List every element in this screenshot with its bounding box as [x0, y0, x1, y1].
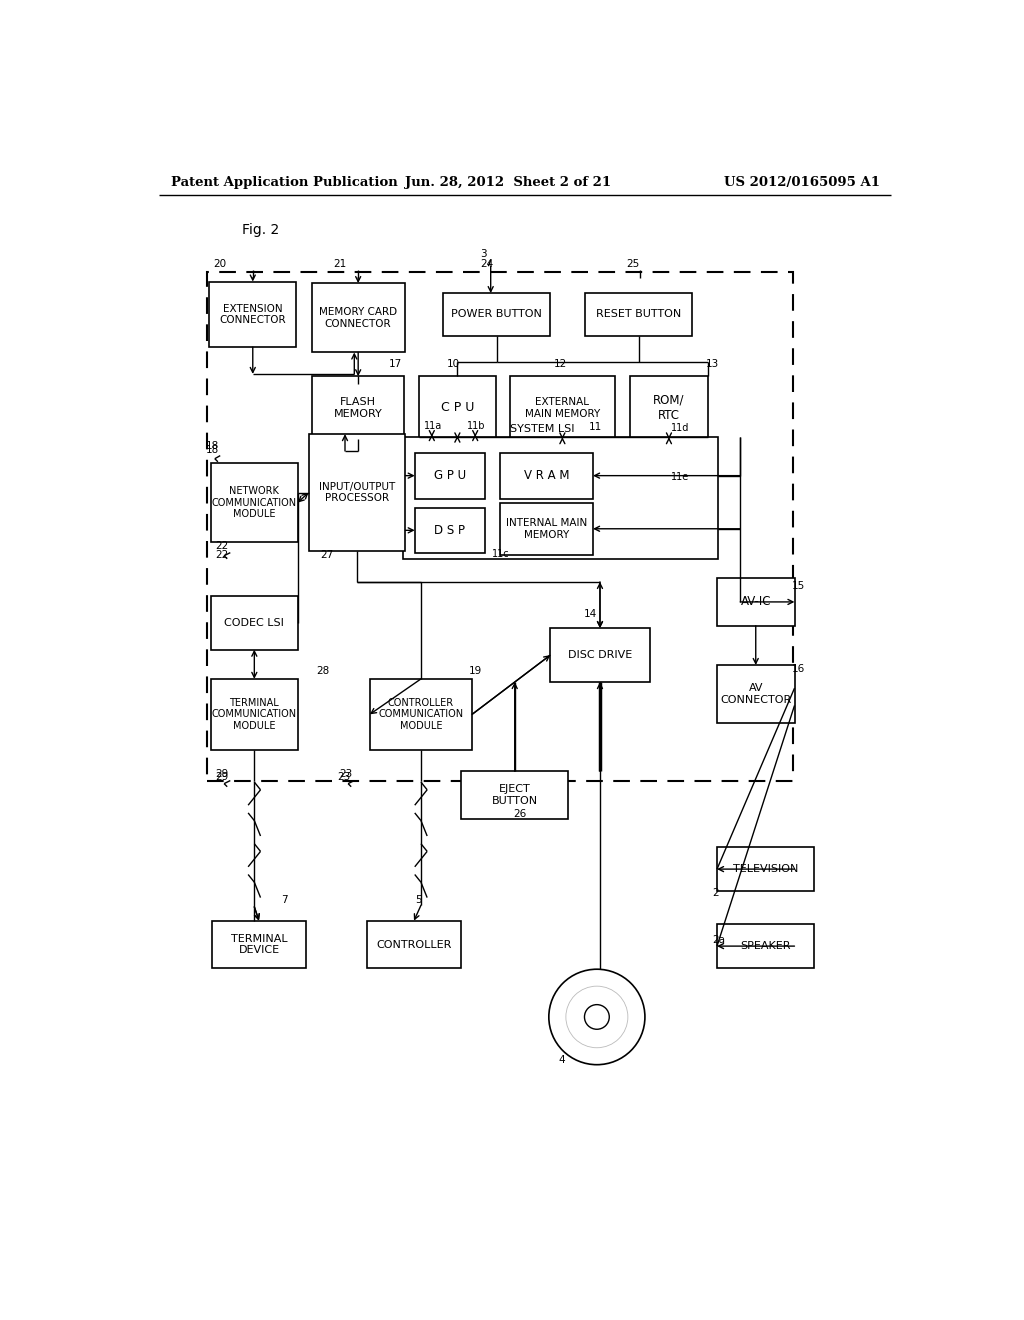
Text: 23: 23 [337, 772, 350, 781]
Text: 14: 14 [584, 609, 597, 619]
Text: FLASH
MEMORY: FLASH MEMORY [334, 397, 383, 418]
Text: 29: 29 [216, 770, 228, 779]
Text: 2: 2 [713, 887, 719, 898]
Text: V R A M: V R A M [523, 469, 569, 482]
Text: ROM/
RTC: ROM/ RTC [653, 393, 685, 422]
Text: Jun. 28, 2012  Sheet 2 of 21: Jun. 28, 2012 Sheet 2 of 21 [404, 176, 610, 189]
Text: 2a: 2a [713, 936, 725, 945]
Bar [211, 463, 298, 543]
Text: 28: 28 [316, 665, 330, 676]
Text: 18: 18 [206, 441, 219, 451]
Text: SYSTEM LSI: SYSTEM LSI [510, 424, 574, 434]
Text: NETWORK
COMMUNICATION
MODULE: NETWORK COMMUNICATION MODULE [212, 486, 297, 519]
Bar [311, 284, 404, 352]
Bar [403, 437, 718, 558]
Text: INPUT/OUTPUT
PROCESSOR: INPUT/OUTPUT PROCESSOR [318, 482, 395, 503]
Text: CONTROLLER
COMMUNICATION
MODULE: CONTROLLER COMMUNICATION MODULE [379, 698, 464, 731]
Text: 23: 23 [339, 770, 352, 779]
Text: G P U: G P U [433, 469, 466, 482]
Bar [308, 434, 406, 552]
Text: 11b: 11b [467, 421, 485, 430]
Text: TERMINAL
DEVICE: TERMINAL DEVICE [230, 933, 288, 956]
Bar [717, 665, 795, 723]
Text: CODEC LSI: CODEC LSI [224, 618, 285, 628]
Text: 11d: 11d [671, 424, 689, 433]
Text: 4: 4 [558, 1056, 565, 1065]
Text: 26: 26 [513, 809, 526, 818]
Text: 13: 13 [706, 359, 719, 368]
Text: 18: 18 [206, 445, 219, 455]
Text: INTERNAL MAIN
MEMORY: INTERNAL MAIN MEMORY [506, 517, 587, 540]
Bar [500, 503, 593, 554]
Text: 15: 15 [792, 581, 805, 591]
Text: 17: 17 [389, 359, 402, 368]
Text: D S P: D S P [434, 524, 465, 537]
Text: 10: 10 [447, 359, 461, 368]
Text: EXTERNAL
MAIN MEMORY: EXTERNAL MAIN MEMORY [524, 397, 600, 418]
Text: 27: 27 [321, 550, 334, 561]
Bar [207, 272, 793, 780]
Text: 20: 20 [213, 259, 226, 269]
Bar [461, 771, 568, 818]
Text: RESET BUTTON: RESET BUTTON [596, 309, 681, 319]
Bar [500, 453, 593, 499]
Text: 7: 7 [282, 895, 288, 906]
Text: 11: 11 [589, 422, 602, 432]
Text: 19: 19 [469, 665, 482, 676]
Text: MEMORY CARD
CONNECTOR: MEMORY CARD CONNECTOR [319, 308, 397, 329]
Bar [586, 293, 692, 335]
Bar [211, 595, 298, 649]
Text: 16: 16 [792, 664, 805, 675]
Text: TERMINAL
COMMUNICATION
MODULE: TERMINAL COMMUNICATION MODULE [212, 698, 297, 731]
Text: CONTROLLER: CONTROLLER [376, 940, 452, 949]
Text: DISC DRIVE: DISC DRIVE [568, 649, 632, 660]
Text: 11c: 11c [493, 549, 510, 558]
Bar [209, 281, 296, 347]
Bar [211, 678, 298, 750]
Text: 3: 3 [480, 248, 487, 259]
Text: 22: 22 [215, 541, 228, 552]
Text: AV-IC: AV-IC [740, 595, 771, 609]
Bar [510, 376, 614, 440]
Bar [370, 678, 472, 750]
Bar [717, 847, 814, 891]
Bar [415, 508, 484, 553]
Bar [443, 293, 550, 335]
Text: TELEVISION: TELEVISION [733, 865, 798, 874]
Text: 11a: 11a [424, 421, 442, 430]
Bar [550, 628, 649, 682]
Text: AV
CONNECTOR: AV CONNECTOR [720, 684, 792, 705]
Text: 29: 29 [215, 772, 228, 781]
Bar [312, 376, 403, 440]
Bar [630, 376, 708, 440]
Bar [367, 921, 461, 969]
Text: Patent Application Publication: Patent Application Publication [171, 176, 397, 189]
Text: 22: 22 [215, 550, 228, 561]
Bar [717, 924, 814, 969]
Text: C P U: C P U [440, 401, 474, 414]
Text: EXTENSION
CONNECTOR: EXTENSION CONNECTOR [219, 304, 286, 325]
Bar [717, 578, 795, 626]
Text: 11e: 11e [671, 471, 689, 482]
Text: EJECT
BUTTON: EJECT BUTTON [492, 784, 538, 807]
Text: US 2012/0165095 A1: US 2012/0165095 A1 [724, 176, 880, 189]
Text: 24: 24 [480, 259, 494, 268]
Text: POWER BUTTON: POWER BUTTON [452, 309, 543, 319]
Text: 25: 25 [627, 259, 640, 268]
Text: Fig. 2: Fig. 2 [242, 223, 280, 238]
Text: 5: 5 [415, 895, 421, 906]
Text: SPEAKER: SPEAKER [740, 941, 791, 952]
Text: 12: 12 [554, 359, 567, 368]
Bar [415, 453, 484, 499]
Text: 21: 21 [334, 259, 347, 269]
Bar [419, 376, 496, 440]
Bar [212, 921, 306, 969]
